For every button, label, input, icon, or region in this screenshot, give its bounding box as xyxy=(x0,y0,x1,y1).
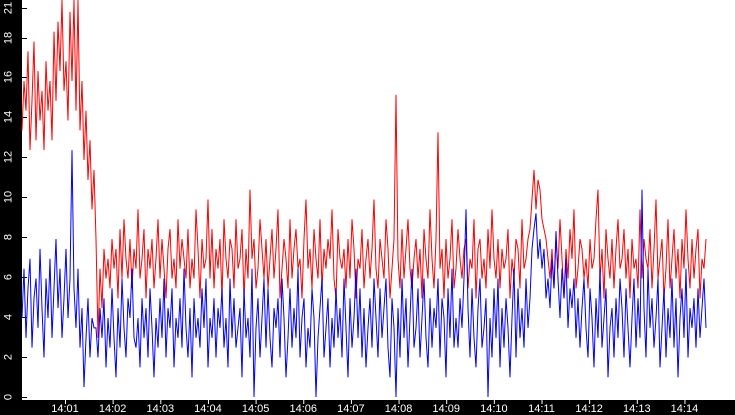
y-axis-label: 12 xyxy=(2,150,15,164)
x-axis-label: 14:14 xyxy=(670,403,699,415)
x-axis-label: 14:11 xyxy=(528,403,555,415)
y-tick-mark xyxy=(22,357,27,358)
x-tick-mark xyxy=(684,400,686,404)
y-axis-label: 14 xyxy=(2,110,15,124)
x-tick-mark xyxy=(65,400,66,404)
y-axis-label: 10 xyxy=(2,190,15,204)
y-axis-label: 21 xyxy=(2,1,15,15)
x-tick-mark xyxy=(398,400,400,404)
x-tick-mark xyxy=(636,400,638,404)
x-tick-mark xyxy=(255,400,257,404)
x-tick-mark xyxy=(446,400,448,404)
y-axis-label: 8 xyxy=(2,233,15,241)
y-tick-mark xyxy=(22,38,27,39)
y-axis-label: 4 xyxy=(2,313,15,321)
x-axis-label: 14:07 xyxy=(337,403,365,415)
red-series-line xyxy=(21,0,707,338)
x-tick-mark xyxy=(207,400,209,404)
x-axis-label: 14:08 xyxy=(384,403,413,415)
y-axis-label: 0 xyxy=(2,393,15,401)
x-tick-mark xyxy=(493,400,495,404)
x-axis-label: 14:02 xyxy=(98,403,127,415)
x-tick-mark xyxy=(350,400,352,404)
y-tick-mark xyxy=(22,77,27,78)
x-axis-label: 14:01 xyxy=(51,403,79,415)
y-tick-mark xyxy=(22,397,27,398)
y-tick-mark xyxy=(22,197,27,198)
x-axis-label: 14:13 xyxy=(623,403,651,415)
blue-series-line xyxy=(21,150,707,398)
x-tick-mark xyxy=(541,400,543,404)
y-axis-label: 2 xyxy=(2,353,15,361)
x-tick-mark xyxy=(112,400,114,404)
y-tick-mark xyxy=(22,117,27,118)
x-axis-label: 14:04 xyxy=(194,403,222,415)
x-axis-label: 14:09 xyxy=(432,403,460,415)
x-axis-label: 14:10 xyxy=(480,403,508,415)
y-tick-mark xyxy=(22,157,27,158)
x-axis-label: 14:05 xyxy=(241,403,270,415)
x-axis-label: 14:06 xyxy=(289,403,318,415)
x-axis-label: 14:03 xyxy=(146,403,175,415)
x-axis-strip xyxy=(0,400,735,415)
y-tick-mark xyxy=(22,8,27,9)
x-axis-label: 14:12 xyxy=(575,403,603,415)
y-axis-label: 18 xyxy=(2,31,15,45)
y-tick-mark xyxy=(22,317,27,318)
y-axis-label: 16 xyxy=(2,70,15,84)
y-axis-label: 6 xyxy=(2,273,15,281)
y-axis-strip xyxy=(0,0,22,415)
x-tick-mark xyxy=(589,400,591,404)
x-tick-mark xyxy=(303,400,305,404)
x-tick-mark xyxy=(160,400,162,404)
y-tick-mark xyxy=(22,237,27,238)
series-lines xyxy=(21,0,707,398)
